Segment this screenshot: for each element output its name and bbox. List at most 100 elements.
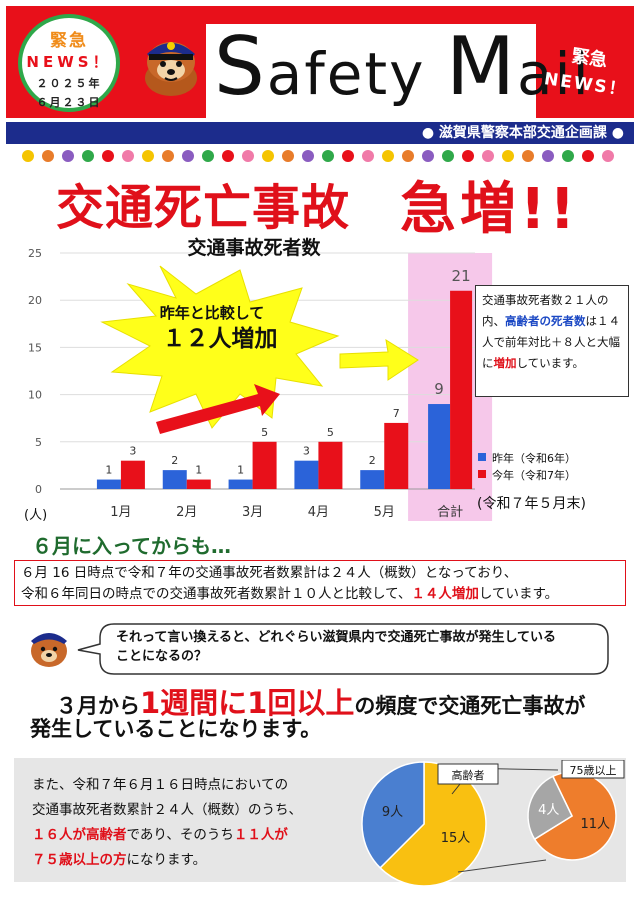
- pie-value-label: 4人: [538, 803, 559, 818]
- pie-value-label: 15人: [441, 831, 471, 846]
- chart-title: 交通事故死者数: [187, 236, 321, 259]
- y-tick-label: 20: [28, 294, 42, 307]
- bar-last-year-3: [294, 460, 319, 489]
- pie-75plus: 11人 4人: [527, 771, 617, 861]
- x-tick-labels: 1月 2月 3月 4月 5月 合計: [110, 504, 463, 520]
- decor-dot: [582, 150, 594, 162]
- decor-dot: [302, 150, 314, 162]
- x-tick-label: 5月: [374, 505, 395, 520]
- decor-dot: [402, 150, 414, 162]
- decor-dot: [322, 150, 334, 162]
- pie-connector-bottom: [457, 859, 547, 873]
- badge-year: ２０２５年: [36, 77, 102, 90]
- decor-dot: [102, 150, 114, 162]
- speech-text: それって言い換えると、どれぐらい滋賀県内で交通死亡事故が発生している ことになる…: [116, 630, 557, 664]
- bar-last-year-4: [360, 470, 385, 489]
- elderly-pie-charts: 15人 9人 11人 4人 高齢者 75歳以上: [361, 760, 625, 887]
- june-heading: ６月に入ってからも…: [32, 534, 231, 558]
- decor-dot: [122, 150, 134, 162]
- decor-dot: [62, 150, 74, 162]
- data-label: 5: [327, 426, 334, 439]
- elderly-panel: [14, 758, 626, 882]
- bar-last-year-1: [162, 470, 187, 489]
- decor-dot: [342, 150, 354, 162]
- summary-note: 交通事故死者数２１人の内、高齢者の死者数は１４人で前年対比＋８人と大幅に増加して…: [475, 285, 629, 397]
- legend-label-this-year: 今年（令和7年）: [492, 468, 576, 482]
- decor-dot: [562, 150, 574, 162]
- x-tick-label: 3月: [242, 505, 263, 520]
- decor-dot: [522, 150, 534, 162]
- callout-75plus-box: [561, 760, 625, 779]
- x-tick-label: 2月: [176, 505, 197, 520]
- pie-value-label: 9人: [382, 805, 403, 820]
- bar-last-year-5: [428, 404, 451, 489]
- as-of-note: (令和７年５月末): [477, 496, 586, 512]
- chart-bars: [96, 290, 473, 489]
- decor-dot: [542, 150, 554, 162]
- decor-dot: [22, 150, 34, 162]
- x-tick-label: 4月: [308, 505, 329, 520]
- data-label: 7: [393, 407, 400, 420]
- data-label: 3: [303, 445, 310, 458]
- decor-dot: [602, 150, 614, 162]
- frequency-statement: ３月から1週間に1回以上の頻度で交通死亡事故が: [56, 686, 586, 720]
- y-unit-label: (人): [24, 508, 47, 523]
- data-label: 2: [171, 454, 178, 467]
- decor-dot: [82, 150, 94, 162]
- june-line2: 令和６年同日の時点での交通事故死者数累計１０人と比較して、１４人増加しています。: [21, 586, 559, 602]
- date-badge: 緊急 NEWS！ ２０２５年 ６月２３日: [18, 14, 120, 112]
- june-line1: ６月 16 日時点で令和７年の交通事故死者数累計は２４人（概数）となっており、: [21, 565, 518, 581]
- headline-emphasis: 急増!!: [400, 177, 580, 242]
- decor-dot: [182, 150, 194, 162]
- decor-dot: [162, 150, 174, 162]
- headline: 交通死亡事故: [56, 180, 351, 236]
- y-tick-label: 15: [28, 341, 42, 354]
- title-backdrop: [206, 24, 536, 118]
- decor-dot: [482, 150, 494, 162]
- decorative-dots: [22, 150, 614, 162]
- y-tick-label: 25: [28, 247, 42, 260]
- y-tick-labels: 0 5 10 15 20 25: [28, 247, 42, 496]
- legend-swatch-this-year: [478, 470, 486, 478]
- burst-line2: １２人増加: [163, 325, 278, 352]
- frequency-statement-2: 発生していることになります。: [30, 717, 322, 741]
- decor-dot: [362, 150, 374, 162]
- pie-slice: [361, 761, 425, 869]
- decor-dot: [462, 150, 474, 162]
- bar-this-year-5: [450, 290, 473, 489]
- total-arrow: [339, 338, 419, 381]
- data-label: 1: [237, 464, 244, 477]
- decor-dot: [502, 150, 514, 162]
- y-tick-label: 0: [35, 483, 42, 496]
- decor-dot: [222, 150, 234, 162]
- mascot-small-icon: [31, 633, 67, 667]
- pie-slice: [527, 775, 573, 841]
- header-banner: 緊急 NEWS！ ２０２５年 ６月２３日 Safety Mail 緊急 NEWS…: [6, 6, 634, 118]
- elderly-text: また、令和７年６月１６日時点においての 交通事故死者数累計２４人（概数）のうち、…: [32, 777, 302, 868]
- burst-line1: 昨年と比較して: [160, 304, 265, 322]
- callout-elderly: 高齢者: [452, 768, 485, 782]
- speech-bubble: [77, 623, 609, 675]
- bar-last-year-0: [96, 479, 121, 489]
- decor-dot: [202, 150, 214, 162]
- bar-this-year-3: [318, 441, 343, 489]
- newsletter-title: Safety Mail: [214, 20, 591, 113]
- june-notice-box: ６月 16 日時点で令和７年の交通事故死者数累計は２４人（概数）となっており、 …: [14, 560, 626, 606]
- x-tick-label: 1月: [110, 505, 131, 520]
- badge-date: ６月２３日: [36, 96, 102, 109]
- data-label: 1: [105, 464, 112, 477]
- decor-dot: [282, 150, 294, 162]
- burst-shape: [100, 265, 340, 429]
- pie-elderly: 15人 9人: [361, 761, 487, 887]
- police-mascot-icon: [145, 42, 197, 96]
- callout-75plus: 75歳以上: [570, 764, 617, 777]
- decor-dot: [42, 150, 54, 162]
- badge-kinkyu: 緊急: [50, 31, 88, 51]
- decor-dot: [142, 150, 154, 162]
- y-tick-label: 5: [35, 436, 42, 449]
- bar-last-year-2: [228, 479, 253, 489]
- x-tick-label: 合計: [437, 504, 463, 520]
- data-label: 9: [434, 380, 444, 398]
- bar-this-year-4: [384, 422, 409, 489]
